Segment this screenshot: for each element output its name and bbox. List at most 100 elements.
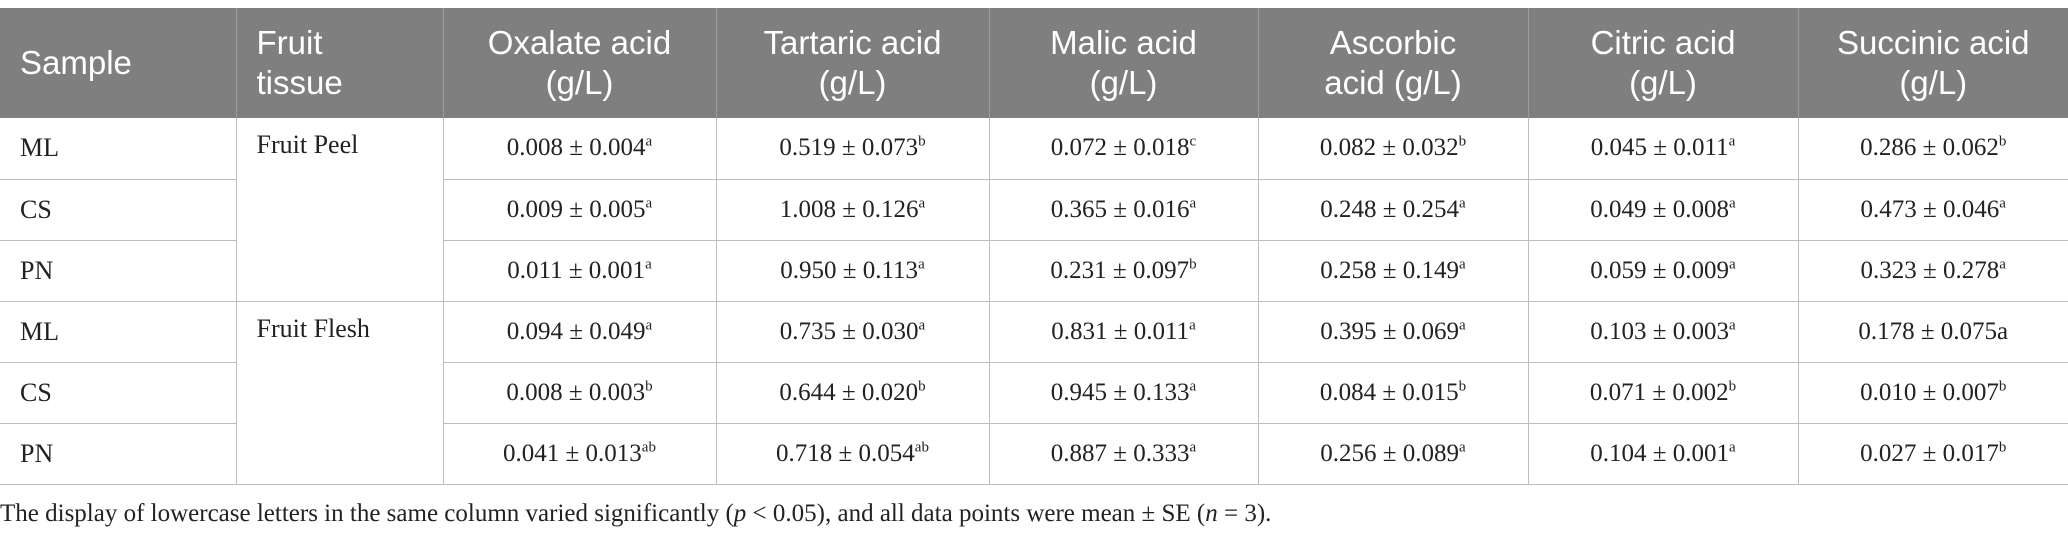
value-cell: 0.059 ± 0.009a: [1527, 240, 1798, 302]
mean-se-value: 0.231 ± 0.097: [1050, 256, 1190, 284]
mean-se-value: 0.104 ± 0.001: [1590, 439, 1730, 467]
value-cell: 0.644 ± 0.020b: [715, 362, 989, 424]
header-ascorbic-acid: Ascorbic acid (g/L): [1257, 8, 1528, 118]
mean-se-value: 0.945 ± 0.133: [1050, 378, 1190, 406]
mean-se-value: 0.082 ± 0.032: [1319, 134, 1459, 162]
mean-se-value: 0.059 ± 0.009: [1590, 256, 1730, 284]
organic-acid-table: Sample Fruit tissue Oxalate acid (g/L) Tar…: [0, 8, 2068, 485]
value-cell: 0.231 ± 0.097b: [988, 240, 1258, 302]
value-cell: 0.027 ± 0.017b: [1797, 423, 2068, 485]
header-malic-acid: Malic acid (g/L): [988, 8, 1258, 118]
significance-letter: a: [1729, 195, 1736, 212]
mean-se-value: 0.950 ± 0.113: [780, 256, 919, 284]
table-row: CS 0.009 ± 0.005a 1.008 ± 0.126a 0.365 ± 0.…: [0, 179, 2068, 241]
value-cell: 0.045 ± 0.011a: [1527, 118, 1798, 180]
significance-letter: b: [1458, 378, 1467, 395]
value-cell: 0.248 ± 0.254a: [1257, 179, 1528, 241]
value-cell: 0.041 ± 0.013ab: [442, 423, 716, 485]
significance-letter: ab: [914, 439, 929, 456]
significance-letter: b: [1728, 378, 1737, 395]
mean-se-value: 0.519 ± 0.073: [779, 134, 919, 162]
value-cell: 0.473 ± 0.046a: [1797, 179, 2068, 241]
value-cell: 0.718 ± 0.054ab: [715, 423, 989, 485]
mean-se-value: 0.084 ± 0.015: [1319, 378, 1459, 406]
mean-se-value: 0.045 ± 0.011: [1590, 134, 1729, 162]
mean-se-value: 0.071 ± 0.002: [1589, 378, 1729, 406]
value-cell: 0.008 ± 0.003b: [442, 362, 716, 424]
mean-se-value: 0.718 ± 0.054: [776, 439, 915, 467]
significance-letter: b: [1458, 133, 1467, 150]
value-cell: 0.256 ± 0.089a: [1257, 423, 1528, 485]
value-cell: 0.323 ± 0.278a: [1797, 240, 2068, 302]
value-cell: 0.094 ± 0.049a: [442, 301, 716, 363]
mean-se-value: 0.049 ± 0.008: [1590, 195, 1730, 223]
value-cell: 0.009 ± 0.005a: [442, 179, 716, 241]
mean-se-value: 0.103 ± 0.003: [1590, 317, 1730, 345]
significance-letter: a: [1729, 439, 1736, 456]
value-cell: 0.104 ± 0.001a: [1527, 423, 1798, 485]
mean-se-value: 0.027 ± 0.017: [1860, 439, 1999, 467]
mean-se-value: 0.365 ± 0.016: [1050, 195, 1190, 223]
table-row: ML Fruit Flesh 0.094 ± 0.049a 0.735 ± 0.030…: [0, 301, 2068, 485]
significance-letter: c: [1189, 133, 1197, 150]
fruit-tissue-cell: Fruit Peel: [235, 118, 443, 302]
mean-se-value: 0.008 ± 0.004: [506, 134, 646, 162]
value-cell: 0.735 ± 0.030a: [715, 301, 989, 363]
significance-letter: a: [645, 256, 652, 273]
table-row: PN 0.011 ± 0.001a 0.950 ± 0.113a 0.231 ± 0.…: [0, 240, 2068, 302]
mean-se-value: 0.041 ± 0.013: [503, 439, 642, 467]
value-cell: 0.011 ± 0.001a: [442, 240, 716, 302]
significance-letter: b: [918, 378, 926, 395]
significance-letter: b: [645, 378, 653, 395]
value-cell: 0.258 ± 0.149a: [1257, 240, 1528, 302]
sample-cell: ML: [0, 118, 236, 180]
value-cell: 0.831 ± 0.011a: [988, 301, 1258, 363]
sample-cell: PN: [0, 240, 236, 302]
value-cell: 0.010 ± 0.007b: [1797, 362, 2068, 424]
header-fruit-tissue: Fruit tissue: [235, 8, 443, 118]
value-cell: 1.008 ± 0.126a: [715, 179, 989, 241]
mean-se-value: 0.008 ± 0.003: [506, 378, 646, 406]
significance-letter: a: [645, 317, 653, 334]
header-tartaric-acid: Tartaric acid (g/L): [715, 8, 989, 118]
mean-se-value: 0.887 ± 0.333: [1050, 439, 1190, 467]
mean-se-value: 0.256 ± 0.089: [1320, 439, 1460, 467]
mean-se-value: 0.010 ± 0.007: [1860, 378, 1999, 406]
significance-letter: b: [1998, 378, 2007, 395]
value-cell: 0.072 ± 0.018c: [988, 118, 1258, 180]
significance-letter: a: [1999, 256, 2006, 273]
header-sample: Sample: [0, 8, 236, 118]
mean-se-value: 0.473 ± 0.046: [1860, 195, 2000, 223]
table-row: CS 0.008 ± 0.003b 0.644 ± 0.020b 0.945 ± 0.…: [0, 362, 2068, 424]
sample-cell: CS: [0, 179, 236, 241]
significance-letter: a: [1189, 195, 1197, 212]
fruit-tissue-cell: Fruit Flesh: [235, 301, 443, 485]
significance-letter: a: [1728, 133, 1736, 150]
table-row: ML Fruit Peel 0.008 ± 0.004 a 0.519 ± 0.073 b…: [0, 118, 2068, 302]
value-cell: 0.365 ± 0.016a: [988, 179, 1258, 241]
mean-se-value: 0.644 ± 0.020: [779, 378, 919, 406]
sample-cell: CS: [0, 362, 236, 424]
value-cell: 0.049 ± 0.008a: [1527, 179, 1798, 241]
significance-letter: b: [1998, 439, 2007, 456]
mean-se-value: 0.011 ± 0.001: [507, 256, 646, 284]
significance-letter: a: [1189, 378, 1197, 395]
significance-letter: a: [1459, 195, 1466, 212]
significance-letter: a: [1729, 256, 1736, 273]
header-succinic-acid: Succinic acid (g/L): [1797, 8, 2068, 118]
value-cell: 0.178 ± 0.075a: [1797, 301, 2068, 363]
significance-letter: a: [918, 256, 925, 273]
value-cell: 0.887 ± 0.333a: [988, 423, 1258, 485]
significance-letter: a: [1459, 256, 1466, 273]
mean-se-value: 0.286 ± 0.062: [1860, 134, 1999, 162]
mean-se-value: 0.258 ± 0.149: [1320, 256, 1460, 284]
header-row: Sample Fruit tissue Oxalate acid (g/L) Tar…: [0, 8, 2068, 118]
mean-se-value: 0.072 ± 0.018: [1050, 134, 1190, 162]
value-cell: 0.103 ± 0.003a: [1527, 301, 1798, 363]
mean-se-value: 0.094 ± 0.049: [506, 317, 646, 345]
significance-letter: a: [1189, 317, 1196, 334]
mean-se-value: 0.395 ± 0.069: [1320, 317, 1460, 345]
mean-se-value: 0.831 ± 0.011: [1051, 317, 1190, 345]
sample-cell: ML: [0, 301, 236, 363]
value-cell: 0.071 ± 0.002b: [1527, 362, 1798, 424]
